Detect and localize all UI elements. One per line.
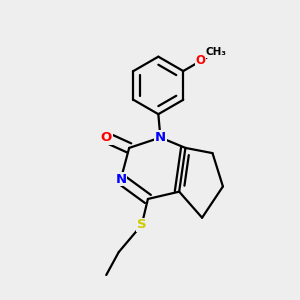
Text: N: N: [115, 173, 126, 186]
Text: S: S: [137, 218, 146, 232]
Text: O: O: [196, 54, 206, 68]
Text: CH₃: CH₃: [205, 47, 226, 57]
Text: N: N: [155, 131, 166, 144]
Text: O: O: [100, 131, 112, 144]
